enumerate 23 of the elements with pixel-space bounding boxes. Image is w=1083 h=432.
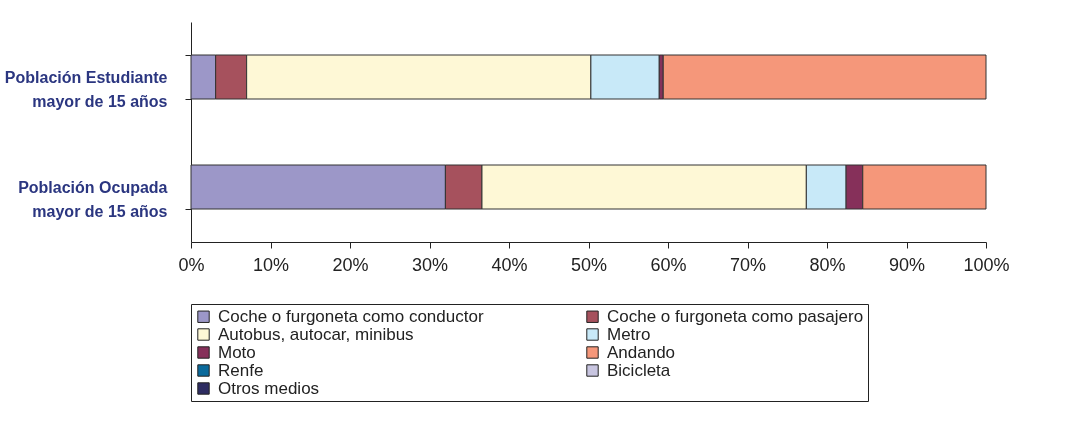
legend-label: Coche o furgoneta como pasajero (607, 306, 864, 326)
legend-label: Metro (607, 324, 651, 344)
legend-label: Moto (218, 342, 256, 362)
x-tick-label: 0% (178, 254, 205, 275)
legend-label: Bicicleta (607, 360, 671, 380)
bar (662, 54, 987, 100)
x-tick-label: 40% (491, 254, 528, 275)
x-tick-label: 50% (570, 254, 608, 275)
legend-label: Andando (607, 342, 676, 362)
x-tick-label: 30% (411, 254, 449, 275)
y-tick-label: Población Ocupada mayor de 15 años (18, 178, 168, 220)
legend-label: Renfe (218, 360, 264, 380)
x-tick-label: 100% (963, 254, 1010, 275)
x-tick-label: 80% (809, 254, 846, 275)
x-tick-label: 20% (332, 254, 369, 275)
x-tick-label: 60% (650, 254, 687, 275)
legend-label: Autobus, autocar, minibus (218, 324, 414, 344)
legend-label: Otros medios (218, 378, 320, 398)
x-tick-label: 90% (888, 254, 926, 275)
x-tick-label: 10% (252, 254, 290, 275)
y-tick-label: Población Estudiante mayor de 15 años (4, 68, 168, 110)
x-tick-label: 70% (729, 254, 767, 275)
legend-label: Coche o furgoneta como conductor (218, 306, 484, 326)
